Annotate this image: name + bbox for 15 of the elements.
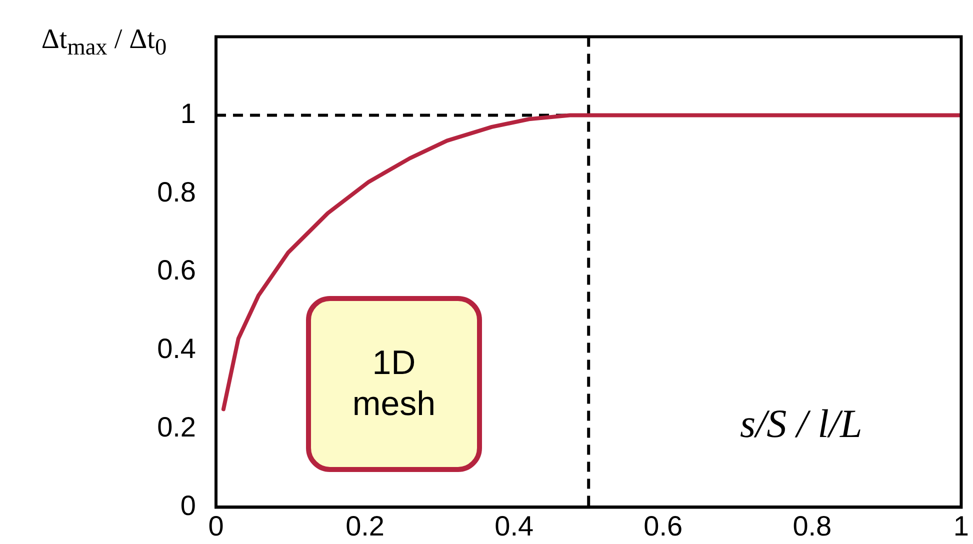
y-tick-label: 0.8	[157, 176, 196, 208]
x-tick-label: 0.8	[792, 510, 832, 542]
x-tick-label: 0.4	[494, 510, 534, 542]
callout-box: 1D mesh	[306, 296, 482, 472]
x-tick-label: 1	[953, 510, 970, 542]
x-tick-label: 0.6	[644, 510, 683, 542]
x-axis-title: s/S / l/L	[740, 400, 862, 447]
y-axis-title: Δt$_{max}$ / Δt$_{0}$	[40, 24, 168, 62]
x-tick-label: 0	[208, 510, 224, 542]
y-tick-label: 0.4	[157, 333, 196, 364]
y-tick-label: 0	[180, 490, 196, 521]
y-tick-label: 1	[180, 98, 196, 129]
y-tick-label: 0.6	[157, 254, 196, 286]
y-tick-label: 0.2	[157, 412, 196, 443]
x-tick-label: 0.2	[346, 510, 385, 542]
